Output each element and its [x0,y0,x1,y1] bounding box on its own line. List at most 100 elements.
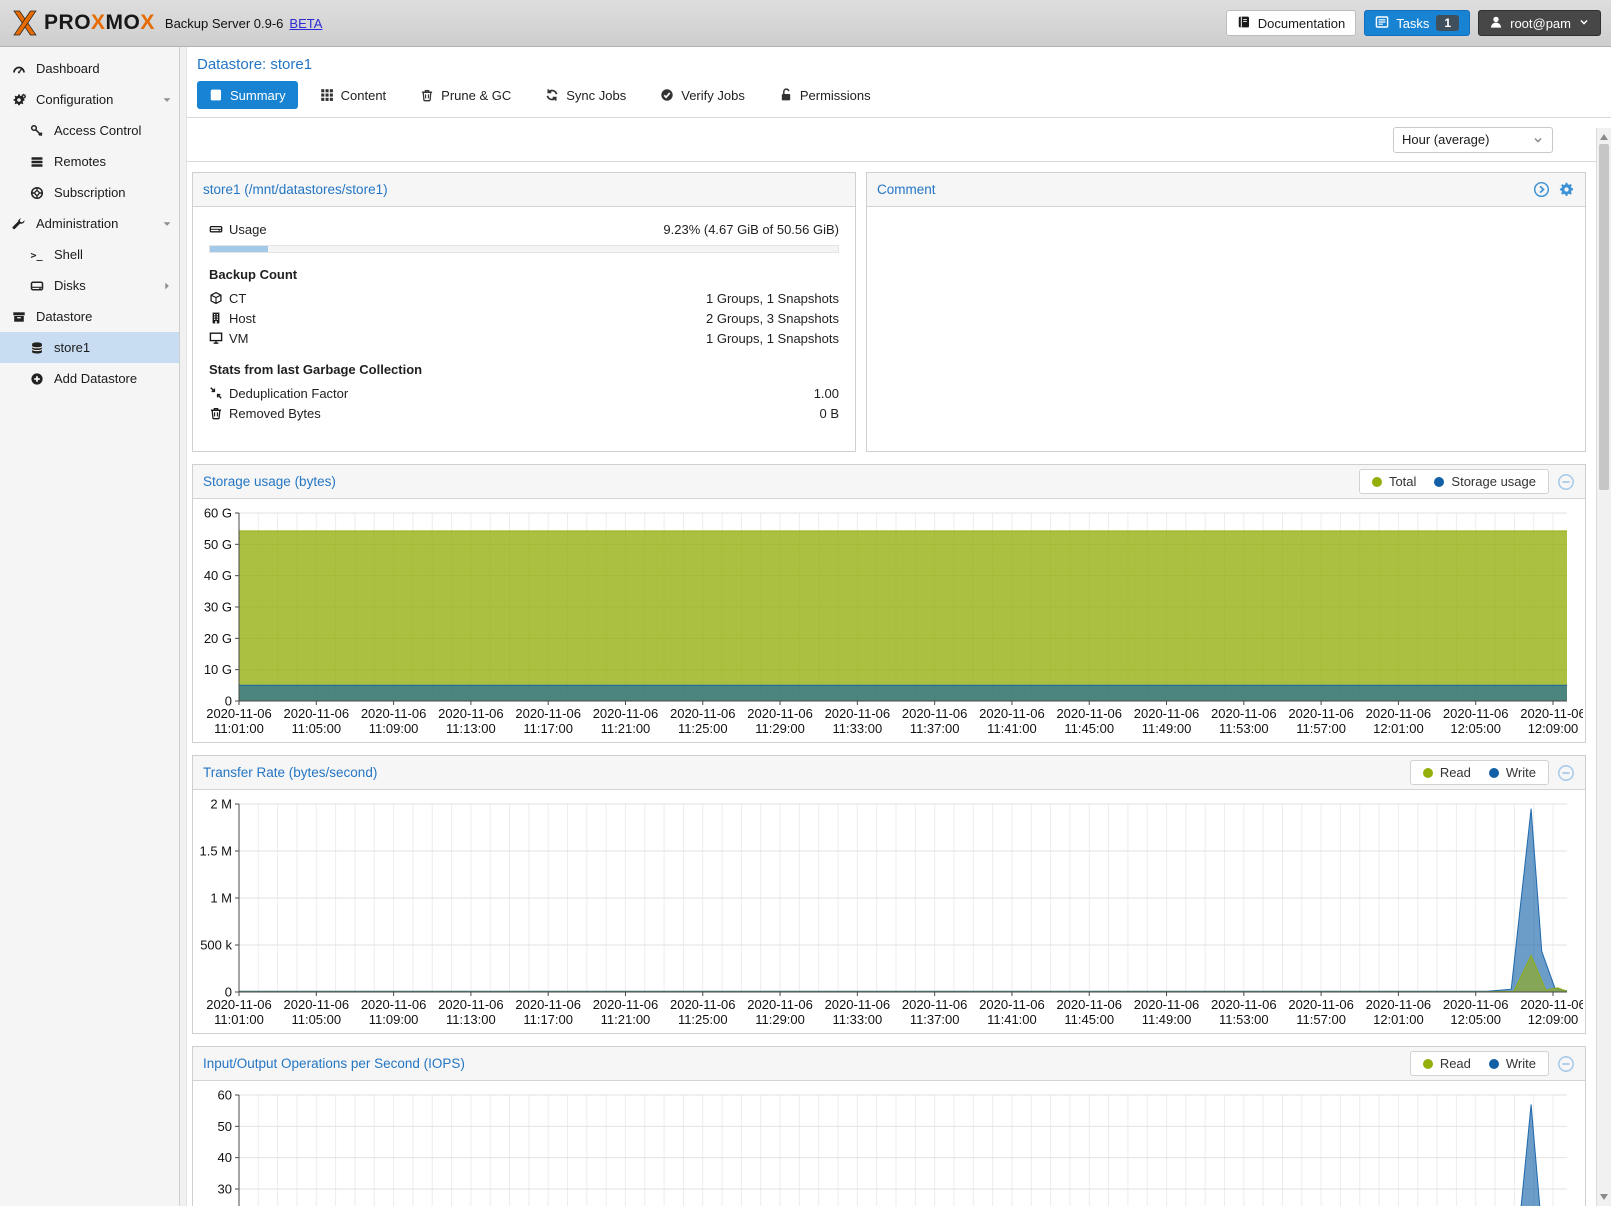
svg-text:11:45:00: 11:45:00 [1064,1012,1114,1027]
svg-text:2020-11-06: 2020-11-06 [1211,997,1277,1012]
svg-text:2020-11-06: 2020-11-06 [979,706,1045,721]
expand-circle-icon[interactable] [1533,181,1550,198]
sidebar-item-dashboard[interactable]: Dashboard [0,53,179,84]
tab-label: Verify Jobs [681,87,745,103]
chevron-down-icon[interactable] [161,94,173,106]
sidebar-splitter[interactable] [180,47,187,1206]
legend-item-read: Read [1422,1056,1471,1071]
svg-text:10 G: 10 G [204,662,232,677]
svg-text:2020-11-06: 2020-11-06 [1288,706,1354,721]
svg-text:2 M: 2 M [210,797,232,812]
transfer-rate-title: Transfer Rate (bytes/second) [203,765,378,780]
scrollbar-thumb[interactable] [1599,144,1609,490]
content-area: store1 (/mnt/datastores/store1) Usage 9.… [187,162,1611,1206]
svg-text:2020-11-06: 2020-11-06 [515,997,581,1012]
sidebar-item-disks[interactable]: Disks [0,270,179,301]
svg-text:2020-11-06: 2020-11-06 [825,997,891,1012]
plus-circle-icon [30,372,50,386]
svg-text:30: 30 [218,1182,232,1197]
trash-icon [209,406,229,420]
tab-sync-jobs[interactable]: Sync Jobs [533,81,638,109]
comment-body[interactable] [867,207,1585,231]
svg-text:2020-11-06: 2020-11-06 [1366,997,1432,1012]
dashboard-icon [12,62,32,76]
legend-item-write: Write [1488,765,1536,780]
sidebar-item-administration[interactable]: Administration [0,208,179,239]
svg-text:11:17:00: 11:17:00 [523,1012,573,1027]
svg-text:11:25:00: 11:25:00 [678,1012,728,1027]
sidebar-item-access-control[interactable]: Access Control [0,115,179,146]
sidebar-item-subscription[interactable]: Subscription [0,177,179,208]
gears-icon [12,93,32,107]
svg-text:11:45:00: 11:45:00 [1064,721,1114,736]
minus-circle-icon[interactable] [1557,1055,1575,1073]
svg-text:2020-11-06: 2020-11-06 [438,997,504,1012]
tab-label: Prune & GC [441,87,512,103]
database-icon [30,341,50,355]
svg-text:11:13:00: 11:13:00 [446,721,496,736]
tab-content[interactable]: Content [308,81,399,109]
sidebar-item-add-datastore[interactable]: Add Datastore [0,363,179,394]
svg-text:>_: >_ [31,250,44,261]
svg-text:12:05:00: 12:05:00 [1450,1012,1501,1027]
grid-icon [320,88,334,102]
desktop-icon [209,331,229,345]
write-legend-dot [1488,1058,1499,1069]
sidebar-item-shell[interactable]: >_ Shell [0,239,179,270]
svg-text:1.5 M: 1.5 M [199,844,232,859]
chevron-down-icon[interactable] [161,218,173,230]
iops-chart: 01020304050602020-11-0611:01:002020-11-0… [218,1088,1567,1206]
check-circle-icon [660,88,674,102]
tab-permissions[interactable]: Permissions [767,81,883,109]
tab-label: Sync Jobs [566,87,627,103]
documentation-button[interactable]: Documentation [1225,10,1357,36]
summary-panel-title: store1 (/mnt/datastores/store1) [203,182,388,197]
svg-text:60 G: 60 G [204,506,232,521]
iops-title: Input/Output Operations per Second (IOPS… [203,1056,465,1071]
user-menu-button[interactable]: root@pam [1478,10,1601,36]
chart-range-toolbar: Hour (average) [187,118,1611,162]
tasks-button[interactable]: Tasks 1 [1364,10,1471,36]
svg-text:11:09:00: 11:09:00 [369,721,419,736]
svg-text:11:57:00: 11:57:00 [1296,721,1346,736]
minus-circle-icon[interactable] [1557,764,1575,782]
tab-prune-gc[interactable]: Prune & GC [408,81,523,109]
chevron-right-icon[interactable] [161,280,173,292]
gear-icon[interactable] [1558,181,1575,198]
scroll-down-arrow[interactable] [1597,1190,1611,1204]
terminal-icon: >_ [30,248,50,262]
time-range-select[interactable]: Hour (average) [1393,126,1553,153]
sidebar-item-configuration[interactable]: Configuration [0,84,179,115]
svg-text:11:37:00: 11:37:00 [910,1012,960,1027]
svg-text:500 k: 500 k [200,938,232,953]
minus-circle-icon[interactable] [1557,473,1575,491]
svg-text:2020-11-06: 2020-11-06 [1520,997,1583,1012]
sidebar-item-label: Disks [54,278,86,293]
sidebar-item-remotes[interactable]: Remotes [0,146,179,177]
sidebar-item-datastore[interactable]: Datastore [0,301,179,332]
svg-text:11:29:00: 11:29:00 [755,1012,805,1027]
proxmox-logo: PROXMOX [10,8,155,38]
cube-icon [209,291,229,305]
vertical-scrollbar[interactable] [1596,128,1611,1206]
vm-count-row: VM 1 Groups, 1 Snapshots [209,328,839,348]
svg-text:11:41:00: 11:41:00 [987,721,1037,736]
tab-verify-jobs[interactable]: Verify Jobs [648,81,757,109]
svg-text:2020-11-06: 2020-11-06 [515,706,581,721]
sidebar-item-store1[interactable]: store1 [0,332,179,363]
hdd-icon [209,222,229,236]
usage-progress-fill [210,246,268,252]
svg-text:2020-11-06: 2020-11-06 [1443,706,1509,721]
scroll-up-arrow[interactable] [1597,130,1611,144]
svg-text:11:13:00: 11:13:00 [446,1012,496,1027]
svg-text:11:05:00: 11:05:00 [291,1012,341,1027]
beta-link[interactable]: BETA [289,15,323,31]
storage-usage-panel: Storage usage (bytes) Total Storage usag… [192,464,1586,743]
read-legend-dot [1422,767,1433,778]
tab-summary[interactable]: Summary [197,81,298,109]
page-title: Datastore: store1 [197,56,313,73]
sync-icon [545,88,559,102]
svg-text:2020-11-06: 2020-11-06 [206,706,272,721]
svg-text:2020-11-06: 2020-11-06 [1288,997,1354,1012]
